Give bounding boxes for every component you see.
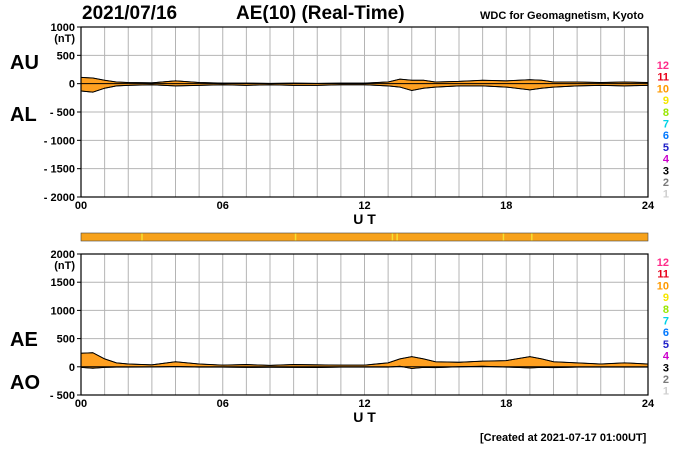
x-tick-label: 00 [75, 200, 87, 212]
x-tick-label: 00 [75, 398, 87, 410]
y-tick-label: 500 [57, 334, 75, 346]
y-unit-label: (nT) [54, 260, 75, 272]
y-tick-label: - 1000 [44, 135, 75, 147]
x-axis-label: U T [353, 211, 376, 227]
station-legend-item: 10 [657, 83, 669, 95]
x-tick-label: 24 [642, 200, 655, 212]
x-axis-label: U T [353, 409, 376, 425]
y-tick-label: - 2000 [44, 192, 75, 204]
station-legend-item: 1 [663, 189, 669, 201]
y-tick-label: 0 [69, 79, 75, 91]
chart-title: AE(10) (Real-Time) [236, 3, 405, 24]
station-legend-item: 1 [663, 386, 669, 398]
status-bar-gap [391, 233, 394, 241]
data-source-credit: WDC for Geomagnetism, Kyoto [480, 10, 644, 22]
station-legend-item: 9 [663, 292, 669, 304]
y-tick-label: 1500 [51, 277, 75, 289]
al-label: AL [10, 104, 37, 126]
station-legend-item: 12 [657, 60, 669, 72]
station-legend-item: 7 [663, 119, 669, 131]
station-legend-item: 8 [663, 107, 669, 119]
station-legend-item: 3 [663, 165, 669, 177]
station-legend-item: 5 [663, 339, 669, 351]
plot-frame [80, 253, 649, 396]
y-tick-label: 1000 [51, 22, 75, 34]
y-tick-label: 500 [57, 50, 75, 62]
series-line-al [80, 84, 649, 93]
station-legend-item: 3 [663, 362, 669, 374]
created-timestamp: [Created at 2021-07-17 01:00UT] [480, 432, 647, 444]
x-tick-label: 12 [358, 398, 370, 410]
y-tick-label: 0 [69, 362, 75, 374]
station-legend-item: 2 [663, 177, 669, 189]
y-tick-label: - 1500 [44, 164, 75, 176]
x-tick-label: 06 [217, 200, 229, 212]
x-tick-label: 18 [500, 200, 512, 212]
station-status-bar [80, 232, 649, 242]
series-line-ae [80, 352, 649, 366]
x-tick-label: 18 [500, 398, 512, 410]
station-legend-item: 11 [657, 72, 669, 84]
station-legend-item: 12 [657, 257, 669, 269]
status-bar-gap [531, 233, 533, 241]
station-legend-item: 2 [663, 374, 669, 386]
status-bar-gap [396, 233, 398, 241]
status-bar-gap [141, 233, 143, 241]
y-tick-label: - 500 [50, 390, 75, 402]
chart-date: 2021/07/16 [82, 3, 178, 24]
station-legend-item: 10 [657, 280, 669, 292]
y-tick-label: - 500 [50, 107, 75, 119]
ao-label: AO [10, 372, 40, 394]
station-legend-item: 6 [663, 130, 669, 142]
status-bar-gap [294, 233, 297, 241]
station-legend-item: 9 [663, 95, 669, 107]
ae-label: AE [10, 329, 38, 351]
y-tick-label: 2000 [51, 249, 75, 261]
station-legend-item: 8 [663, 304, 669, 316]
x-tick-label: 12 [358, 200, 370, 212]
y-unit-label: (nT) [54, 33, 75, 45]
x-tick-label: 24 [642, 398, 655, 410]
x-tick-label: 06 [217, 398, 229, 410]
station-legend-item: 4 [663, 154, 670, 166]
station-legend-item: 5 [663, 142, 669, 154]
station-legend-item: 4 [663, 351, 670, 363]
station-legend-item: 7 [663, 316, 669, 328]
station-legend-item: 11 [657, 269, 669, 281]
status-bar-gap [502, 233, 505, 241]
series-line-au [80, 76, 649, 84]
y-tick-label: 1000 [51, 305, 75, 317]
station-legend-item: 6 [663, 327, 669, 339]
au-label: AU [10, 52, 39, 74]
